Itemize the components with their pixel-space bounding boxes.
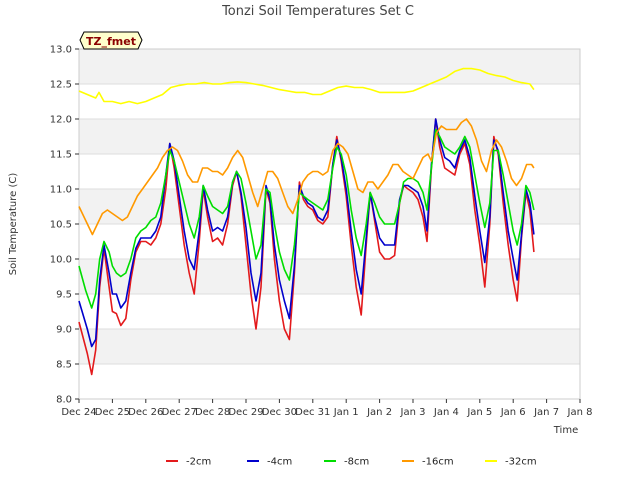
chart-title: Tonzi Soil Temperatures Set C <box>221 4 414 19</box>
x-axis-label: Time <box>553 425 578 436</box>
legend-label: -2cm <box>186 457 211 468</box>
series-line-neg8cm <box>78 128 535 309</box>
legend-label: -16cm <box>422 457 454 468</box>
x-tick-label: Jan 7 <box>533 407 559 418</box>
legend-label: -32cm <box>505 457 537 468</box>
x-tick-label: Dec 26 <box>128 407 163 418</box>
series-lines <box>78 67 535 376</box>
x-tick-label: Dec 28 <box>195 407 230 418</box>
x-tick-label: Dec 27 <box>162 407 197 418</box>
y-tick-label: 8.5 <box>56 360 72 371</box>
y-tick-label: 9.5 <box>56 290 72 301</box>
x-tick-label: Dec 24 <box>61 407 96 418</box>
station-tag: TZ_fmet <box>79 31 143 50</box>
series-line-neg2cm <box>78 118 535 376</box>
y-tick-label: 12.0 <box>50 115 72 126</box>
y-tick-label: 9.0 <box>56 325 72 336</box>
grid-band <box>79 119 580 154</box>
x-tick-label: Dec 29 <box>228 407 263 418</box>
x-tick-label: Dec 25 <box>95 407 130 418</box>
grid-band <box>79 49 580 84</box>
series-line-neg16cm <box>78 118 535 236</box>
y-tick-label: 13.0 <box>50 45 72 56</box>
grid-band <box>79 329 580 364</box>
series-line-neg32cm <box>78 67 535 105</box>
x-tick-label: Jan 2 <box>366 407 392 418</box>
legend-label: -4cm <box>267 457 292 468</box>
x-tick-label: Jan 6 <box>500 407 526 418</box>
x-tick-label: Jan 4 <box>433 407 459 418</box>
y-axis-label: Soil Temperature (C) <box>8 173 19 276</box>
y-tick-label: 8.0 <box>56 395 72 406</box>
station-tag-label: TZ_fmet <box>86 35 136 48</box>
x-tick-label: Jan 8 <box>567 407 593 418</box>
x-tick-label: Jan 3 <box>400 407 426 418</box>
y-tick-label: 12.5 <box>50 80 72 91</box>
x-tick-label: Jan 5 <box>466 407 492 418</box>
x-tick-label: Dec 30 <box>262 407 297 418</box>
legend-label: -8cm <box>344 457 369 468</box>
y-tick-label: 11.0 <box>50 185 72 196</box>
y-tick-label: 10.5 <box>50 220 72 231</box>
series-line-neg4cm <box>78 118 535 348</box>
grid-band <box>79 259 580 294</box>
station-tag-box <box>79 31 143 50</box>
x-tick-label: Dec 31 <box>295 407 330 418</box>
y-tick-label: 10.0 <box>50 255 72 266</box>
legend: -2cm -4cm -8cm -16cm -32cm <box>166 457 537 468</box>
y-tick-label: 11.5 <box>50 150 72 161</box>
y-axis-ticks: 8.0 8.5 9.0 9.5 10.0 10.5 11.0 11.5 12.0 12.5 13.0 <box>50 45 79 406</box>
x-tick-label: Jan 1 <box>333 407 359 418</box>
